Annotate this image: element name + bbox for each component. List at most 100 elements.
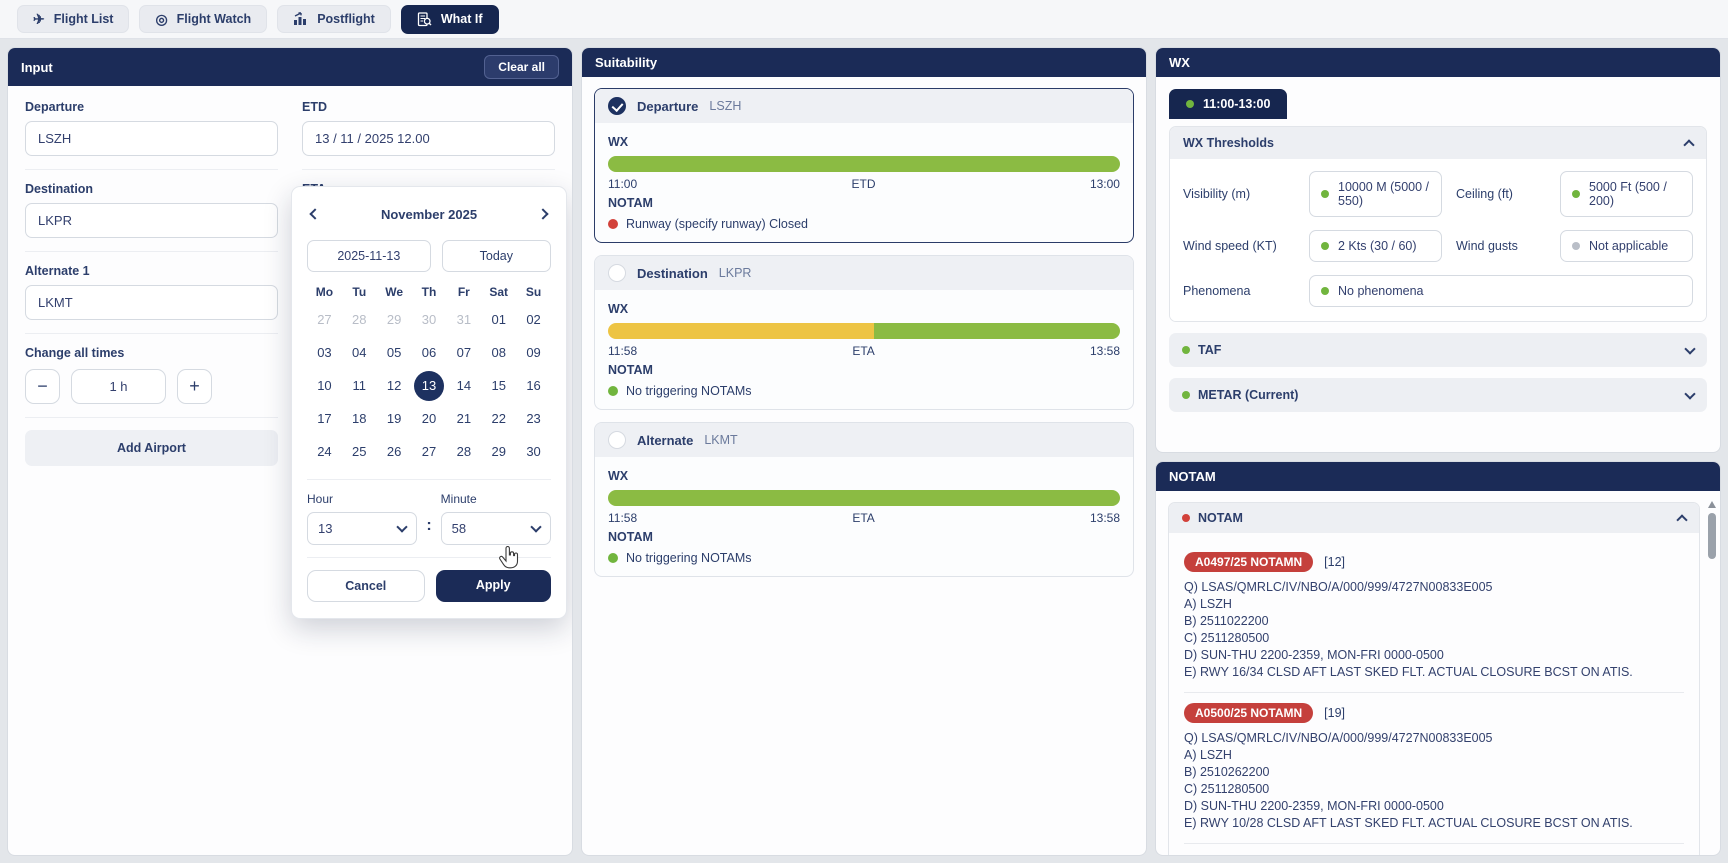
notam-line: A) LSZH (1184, 597, 1232, 611)
metar-accordion[interactable]: METAR (Current) (1169, 378, 1707, 412)
unchecked-radio-icon[interactable] (608, 431, 626, 449)
calendar-day[interactable]: 20 (421, 411, 437, 426)
calendar-day[interactable]: 30 (421, 312, 437, 327)
calendar-day[interactable]: 28 (352, 312, 367, 327)
calendar-day[interactable]: 23 (526, 411, 541, 426)
clear-all-button[interactable]: Clear all (484, 55, 559, 79)
calendar-day[interactable]: 05 (386, 345, 402, 360)
calendar-day[interactable]: 21 (456, 411, 472, 426)
unchecked-radio-icon[interactable] (608, 264, 626, 282)
alternate-label: Alternate 1 (25, 264, 90, 278)
today-button[interactable]: Today (441, 240, 551, 272)
calendar-day[interactable]: 31 (456, 312, 472, 327)
calendar-day[interactable]: 04 (352, 345, 367, 360)
tab-flight-watch[interactable]: ◎ Flight Watch (139, 5, 268, 33)
prev-month-button[interactable] (307, 201, 323, 227)
calendar-day[interactable]: 03 (317, 345, 332, 360)
wx-title: WX (1169, 55, 1190, 70)
add-airport-button[interactable]: Add Airport (25, 430, 278, 466)
phenomena-value[interactable]: No phenomena (1309, 275, 1693, 307)
calendar-day[interactable]: 08 (491, 345, 506, 360)
calendar-day[interactable]: 02 (526, 312, 541, 327)
destination-input[interactable]: LKPR (25, 203, 278, 238)
notam-id-badge[interactable]: A0497/25 NOTAMN (1184, 552, 1314, 572)
wx-panel: WX 11:00-13:00 WX Thresholds Visibility … (1156, 48, 1720, 452)
green-status-dot-icon (1186, 100, 1194, 108)
suitability-card-alternate: Alternate LKMT WX 11:58 ETA 13:58 (594, 422, 1134, 577)
calendar-day-selected[interactable]: 13 (413, 371, 444, 401)
date-picker-popup: November 2025 2025-11-13 Today Mo Tu We … (291, 186, 567, 619)
card-type: Destination (637, 265, 708, 281)
visibility-value[interactable]: 10000 M (5000 / 550) (1309, 171, 1442, 217)
minute-group: Minute 58 (440, 492, 552, 545)
tab-what-if[interactable]: What If (400, 4, 499, 34)
date-input[interactable]: 2025-11-13 (307, 240, 431, 272)
time-start: 11:58 (608, 344, 638, 358)
input-panel-body: Departure LSZH Destination LKPR Alternat… (8, 86, 572, 855)
calendar-day[interactable]: 29 (491, 444, 506, 459)
divider (307, 479, 551, 480)
hour-select[interactable]: 13 (307, 512, 418, 545)
weekday-label: Sat (489, 285, 509, 299)
scrollbar-up-arrow-icon[interactable] (1707, 501, 1716, 508)
next-month-button[interactable] (535, 201, 551, 227)
calendar-day[interactable]: 29 (386, 312, 402, 327)
destination-card-header[interactable]: Destination LKPR (595, 256, 1133, 290)
calendar-day[interactable]: 17 (317, 411, 332, 426)
alternate-input[interactable]: LKMT (25, 285, 278, 320)
etd-input[interactable]: 13 / 11 / 2025 12.00 (302, 121, 555, 156)
chevron-down-icon (396, 521, 409, 533)
suitability-card-destination: Destination LKPR WX 11:58 ETA (594, 255, 1134, 410)
calendar-inputs: 2025-11-13 Today (307, 240, 551, 272)
apply-button[interactable]: Apply (435, 570, 551, 602)
calendar-day[interactable]: 22 (491, 411, 506, 426)
ceiling-value[interactable]: 5000 Ft (500 / 200) (1560, 171, 1693, 217)
cancel-button[interactable]: Cancel (307, 570, 425, 602)
green-status-dot-icon (1182, 346, 1190, 354)
checked-radio-icon[interactable] (608, 97, 626, 115)
calendar-day[interactable]: 16 (526, 378, 541, 393)
calendar-day[interactable]: 25 (352, 444, 367, 459)
destination-field-group: Destination LKPR (25, 182, 278, 252)
calendar-day[interactable]: 18 (352, 411, 367, 426)
tab-postflight[interactable]: Postflight (277, 5, 391, 33)
notam-id-text: A0660/25 NOTAMN (1184, 854, 1296, 855)
departure-card-header[interactable]: Departure LSZH (595, 89, 1133, 123)
calendar-day[interactable]: 01 (491, 312, 506, 327)
departure-card-body: WX 11:00 ETD 13:00 NOTAM (595, 123, 1133, 242)
destination-card-body: WX 11:58 ETA 13:58 NOTAM (595, 290, 1133, 409)
taf-accordion[interactable]: TAF (1169, 333, 1707, 367)
calendar-day[interactable]: 07 (456, 345, 472, 360)
calendar-day[interactable]: 24 (317, 444, 332, 459)
scrollbar-thumb[interactable] (1707, 513, 1716, 559)
calendar-day[interactable]: 14 (456, 378, 472, 393)
calendar-day[interactable]: 19 (386, 411, 402, 426)
calendar-day[interactable]: 12 (386, 378, 402, 393)
calendar-day[interactable]: 26 (386, 444, 402, 459)
calendar-day[interactable]: 10 (317, 378, 332, 393)
calendar-day[interactable]: 09 (526, 345, 541, 360)
time-window-tab[interactable]: 11:00-13:00 (1169, 89, 1288, 119)
wind-speed-value[interactable]: 2 Kts (30 / 60) (1309, 230, 1442, 262)
notam-section-header[interactable]: NOTAM (1169, 503, 1699, 533)
calendar-day[interactable]: 28 (456, 444, 472, 459)
notam-id-badge[interactable]: A0500/25 NOTAMN (1184, 703, 1314, 723)
calendar-day[interactable]: 11 (352, 378, 367, 393)
calendar-day[interactable]: 30 (526, 444, 541, 459)
alternate-card-header[interactable]: Alternate LKMT (595, 423, 1133, 457)
wind-gusts-value[interactable]: Not applicable (1560, 230, 1693, 262)
calendar-day[interactable]: 27 (421, 444, 437, 459)
wx-thresholds-title: WX Thresholds (1183, 136, 1274, 150)
wx-thresholds-header[interactable]: WX Thresholds (1170, 127, 1706, 159)
calendar-day[interactable]: 15 (491, 378, 506, 393)
calendar-day[interactable]: 27 (317, 312, 332, 327)
plus-button[interactable]: + (177, 369, 212, 404)
calendar-day[interactable]: 06 (421, 345, 437, 360)
departure-input[interactable]: LSZH (25, 121, 278, 156)
minus-button[interactable]: − (25, 369, 60, 404)
wx-panel-header: WX (1156, 48, 1720, 77)
tab-flight-list[interactable]: ✈ Flight List (17, 5, 130, 33)
notam-scrollbar[interactable] (1707, 501, 1716, 847)
minute-select[interactable]: 58 (440, 512, 552, 545)
time-step-value[interactable]: 1 h (71, 369, 166, 404)
